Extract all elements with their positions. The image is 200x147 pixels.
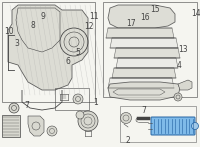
Polygon shape: [178, 80, 192, 90]
Circle shape: [9, 103, 19, 113]
Text: 10: 10: [4, 27, 13, 36]
Text: 16: 16: [140, 13, 150, 22]
Polygon shape: [108, 5, 175, 28]
Polygon shape: [110, 38, 178, 48]
Text: 5: 5: [75, 48, 80, 57]
Polygon shape: [8, 5, 88, 90]
Circle shape: [120, 112, 132, 123]
Polygon shape: [108, 78, 174, 88]
Text: 17: 17: [126, 19, 135, 28]
FancyBboxPatch shape: [2, 115, 20, 137]
Circle shape: [76, 111, 84, 119]
Text: 12: 12: [84, 22, 93, 31]
Text: 3: 3: [14, 39, 19, 48]
Circle shape: [73, 94, 83, 104]
Circle shape: [174, 93, 182, 101]
Polygon shape: [116, 58, 178, 68]
Polygon shape: [108, 82, 180, 100]
Text: 14: 14: [191, 9, 200, 18]
Text: 11: 11: [89, 12, 98, 21]
Polygon shape: [112, 68, 176, 78]
Text: 13: 13: [178, 45, 188, 55]
Text: 4: 4: [177, 61, 181, 70]
Polygon shape: [114, 48, 180, 58]
Text: 7: 7: [25, 101, 29, 110]
Circle shape: [47, 126, 57, 136]
Polygon shape: [106, 28, 174, 38]
FancyBboxPatch shape: [151, 117, 195, 135]
Text: 15: 15: [150, 5, 160, 15]
Text: 7: 7: [141, 106, 146, 116]
Text: 2: 2: [125, 136, 130, 145]
Polygon shape: [28, 116, 44, 136]
Text: 6: 6: [66, 56, 70, 66]
Text: 9: 9: [41, 12, 45, 21]
Circle shape: [78, 111, 98, 131]
Circle shape: [192, 122, 198, 130]
Text: 8: 8: [30, 21, 35, 30]
Text: 1: 1: [93, 98, 98, 107]
